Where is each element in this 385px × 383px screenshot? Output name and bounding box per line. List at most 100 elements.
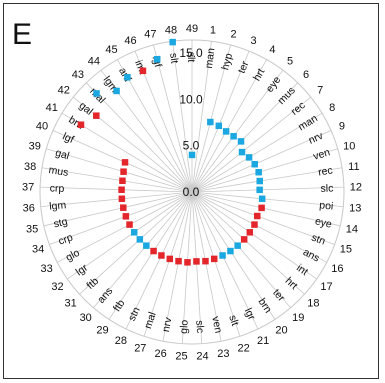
spoke-line xyxy=(162,191,193,342)
category-number: 15 xyxy=(340,244,352,256)
category-number: 30 xyxy=(80,312,92,324)
category-number: 3 xyxy=(250,35,256,47)
spoke-line xyxy=(191,130,332,193)
data-point xyxy=(237,138,245,145)
category-label: lgr xyxy=(74,262,91,279)
spoke-line xyxy=(191,191,222,342)
category-label: hrt xyxy=(283,275,300,292)
spoke-line xyxy=(191,41,212,193)
category-number: 39 xyxy=(29,140,41,152)
spoke-line xyxy=(191,69,284,193)
spoke-line xyxy=(93,191,193,308)
category-number: 13 xyxy=(349,203,361,215)
data-point xyxy=(120,168,127,175)
category-number: 1 xyxy=(210,24,216,36)
category-label: slc xyxy=(320,182,333,194)
data-point xyxy=(124,74,131,81)
spoke-line xyxy=(41,167,193,193)
category-label: stn xyxy=(310,232,327,248)
category-number: 25 xyxy=(175,351,187,363)
grid xyxy=(39,39,345,345)
spoke-line xyxy=(191,191,341,227)
category-label: ftb xyxy=(111,297,128,313)
data-points xyxy=(77,38,266,266)
data-point xyxy=(118,195,126,203)
category-number: 35 xyxy=(26,223,38,235)
data-point xyxy=(256,186,263,194)
category-number: 42 xyxy=(58,85,70,97)
data-point xyxy=(234,242,241,249)
spoke-line xyxy=(43,191,193,227)
category-label: mal xyxy=(142,311,159,331)
category-label: stg xyxy=(52,216,68,231)
data-point xyxy=(230,133,237,140)
category-number: 9 xyxy=(339,121,345,133)
spoke-line xyxy=(191,59,267,193)
category-label: nrv xyxy=(160,316,175,333)
category-number: 31 xyxy=(64,297,76,309)
data-point xyxy=(93,112,100,119)
category-label: eye xyxy=(314,215,333,231)
spoke-line xyxy=(172,41,193,193)
data-point xyxy=(121,159,129,166)
data-point xyxy=(256,177,263,185)
data-point xyxy=(240,236,248,243)
category-number: 37 xyxy=(22,182,34,194)
category-number: 46 xyxy=(124,35,136,47)
category-number: 14 xyxy=(346,223,358,235)
spoke-line xyxy=(125,191,193,330)
panel-label: E xyxy=(12,18,33,51)
category-number: 26 xyxy=(155,348,167,360)
category-label: lgf xyxy=(61,131,76,146)
radial-tick-label: 0.0 xyxy=(183,185,200,199)
category-label: ven xyxy=(209,315,224,334)
category-label: gal xyxy=(54,147,71,162)
data-point xyxy=(207,118,214,126)
category-number: 38 xyxy=(24,161,36,173)
spoke-line xyxy=(191,191,203,344)
category-label: hyp xyxy=(219,52,235,72)
data-point xyxy=(143,242,150,249)
data-point xyxy=(153,56,161,63)
category-label: glo xyxy=(178,319,191,334)
category-number: 12 xyxy=(350,182,362,194)
radial-tick-label: 5.0 xyxy=(183,139,200,153)
spoke-line xyxy=(191,112,323,193)
spoke-line xyxy=(40,186,193,193)
spoke-line xyxy=(134,50,193,193)
data-point xyxy=(188,151,196,159)
category-label: slc xyxy=(193,320,206,334)
category-number: 48 xyxy=(165,24,177,36)
spoke-line xyxy=(191,191,344,207)
category-number: 45 xyxy=(105,44,117,56)
category-label: ftb xyxy=(84,275,101,292)
spoke-line xyxy=(108,191,193,320)
data-point xyxy=(136,236,144,243)
data-point xyxy=(193,258,200,265)
category-number: 40 xyxy=(36,121,48,133)
category-number: 16 xyxy=(331,263,343,275)
category-number: 17 xyxy=(320,281,332,293)
data-point xyxy=(77,121,85,128)
spoke-line xyxy=(191,148,338,193)
category-label: crp xyxy=(57,231,75,247)
category-label: poi xyxy=(319,199,334,212)
spoke-line xyxy=(191,82,299,193)
category-number: 5 xyxy=(287,56,293,68)
data-point xyxy=(120,204,127,211)
category-number: 23 xyxy=(217,348,229,360)
category-label: stn xyxy=(126,305,143,323)
category-label: ans xyxy=(301,246,322,264)
category-number: 49 xyxy=(186,23,198,35)
category-label: man xyxy=(296,112,320,133)
spoke-line xyxy=(181,191,193,344)
category-number: 4 xyxy=(269,44,275,56)
category-label: int xyxy=(294,262,310,278)
spoke-line xyxy=(57,191,193,263)
data-point xyxy=(251,160,258,168)
data-point xyxy=(122,213,130,220)
spoke-line xyxy=(79,191,193,295)
data-point xyxy=(258,204,265,212)
